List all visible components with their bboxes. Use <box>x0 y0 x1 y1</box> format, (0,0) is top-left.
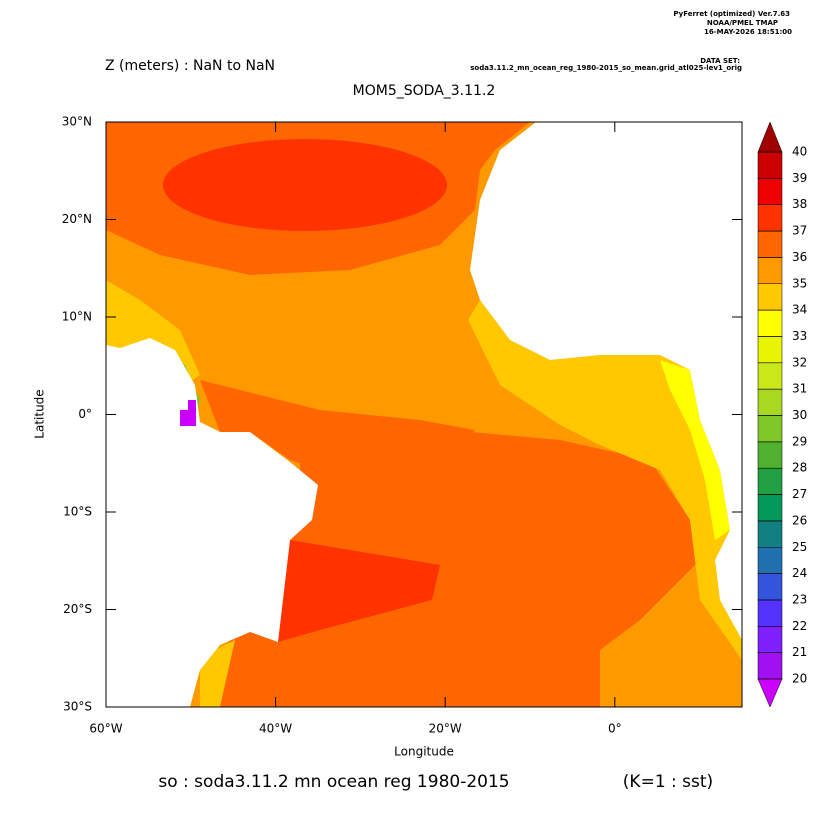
subtitle: Z (meters) : NaN to NaN <box>105 58 275 74</box>
x-tick-label: 0° <box>608 722 622 736</box>
map-field <box>106 122 742 707</box>
colorbar-label: 40 <box>792 145 807 159</box>
colorbar-label: 38 <box>792 197 807 211</box>
colorbar-bin <box>757 230 783 258</box>
y-tick-label: 10°N <box>62 310 92 324</box>
colorbar-label: 21 <box>792 645 807 659</box>
y-axis-label: Latitude <box>33 389 47 438</box>
colorbar-bin <box>757 283 783 311</box>
x-tick-label: 20°W <box>429 722 462 736</box>
y-tick-label: 30°N <box>62 115 92 129</box>
colorbar-bin <box>757 309 783 337</box>
x-tick-label: 40°W <box>259 722 292 736</box>
org: NOAA/PMEL TMAP <box>707 19 778 27</box>
colorbar-bin <box>757 520 783 548</box>
y-tick-label: 20°S <box>63 602 92 616</box>
colorbar-label: 20 <box>792 672 807 686</box>
y-tick-label: 20°N <box>62 212 92 226</box>
caption: so : soda3.11.2 mn ocean reg 1980-2015 <box>158 772 509 792</box>
colorbar-bin <box>757 336 783 364</box>
y-tick-label: 0° <box>78 407 92 421</box>
dataset-label: DATA SET: <box>700 57 740 65</box>
colorbar-bin <box>757 204 783 232</box>
colorbar-bin <box>757 151 783 179</box>
colorbar-bin <box>757 599 783 627</box>
colorbar-label: 35 <box>792 276 807 290</box>
colorbar-label: 36 <box>792 250 807 264</box>
colorbar-bin <box>757 494 783 522</box>
timestamp: 16-MAY-2026 18:51:00 <box>704 28 792 36</box>
colorbar-label: 39 <box>792 171 807 185</box>
colorbar-label: 31 <box>792 382 807 396</box>
colorbar-label: 30 <box>792 408 807 422</box>
colorbar-label: 26 <box>792 513 807 527</box>
colorbar-label: 27 <box>792 487 807 501</box>
colorbar-label: 24 <box>792 566 807 580</box>
x-axis-label: Longitude <box>394 745 454 759</box>
colorbar-label: 28 <box>792 461 807 475</box>
colorbar-bin <box>757 388 783 416</box>
y-tick-label: 30°S <box>63 700 92 714</box>
colorbar-bin <box>757 626 783 653</box>
colorbar-bin <box>757 547 783 574</box>
colorbar-label: 32 <box>792 355 807 369</box>
colorbar-label: 25 <box>792 540 807 554</box>
colorbar-label: 23 <box>792 592 807 606</box>
dataset: soda3.11.2_mn_ocean_reg_1980-2015_so_mea… <box>470 64 742 72</box>
colorbar-over <box>757 121 783 153</box>
x-tick-label: 60°W <box>89 722 122 736</box>
colorbar-bin <box>757 467 783 495</box>
colorbar-label: 37 <box>792 224 807 238</box>
colorbar-bin <box>757 362 783 390</box>
y-tick-label: 10°S <box>63 505 92 519</box>
colorbar-bin <box>757 415 783 443</box>
colorbar-label: 29 <box>792 434 807 448</box>
chart-title: MOM5_SODA_3.11.2 <box>353 83 496 99</box>
colorbar-bin <box>757 573 783 601</box>
colorbar-label: 22 <box>792 619 807 633</box>
colorbar-label: 34 <box>792 303 807 317</box>
colorbar-bin <box>757 178 783 205</box>
colorbar-label: 33 <box>792 329 807 343</box>
colorbar-bin <box>757 441 783 469</box>
colorbar-bin <box>757 652 783 680</box>
colorbar-bin <box>757 257 783 284</box>
caption-note: (K=1 : sst) <box>623 772 713 792</box>
colorbar-under <box>757 678 783 708</box>
software: PyFerret (optimized) Ver.7.63 <box>673 10 790 18</box>
